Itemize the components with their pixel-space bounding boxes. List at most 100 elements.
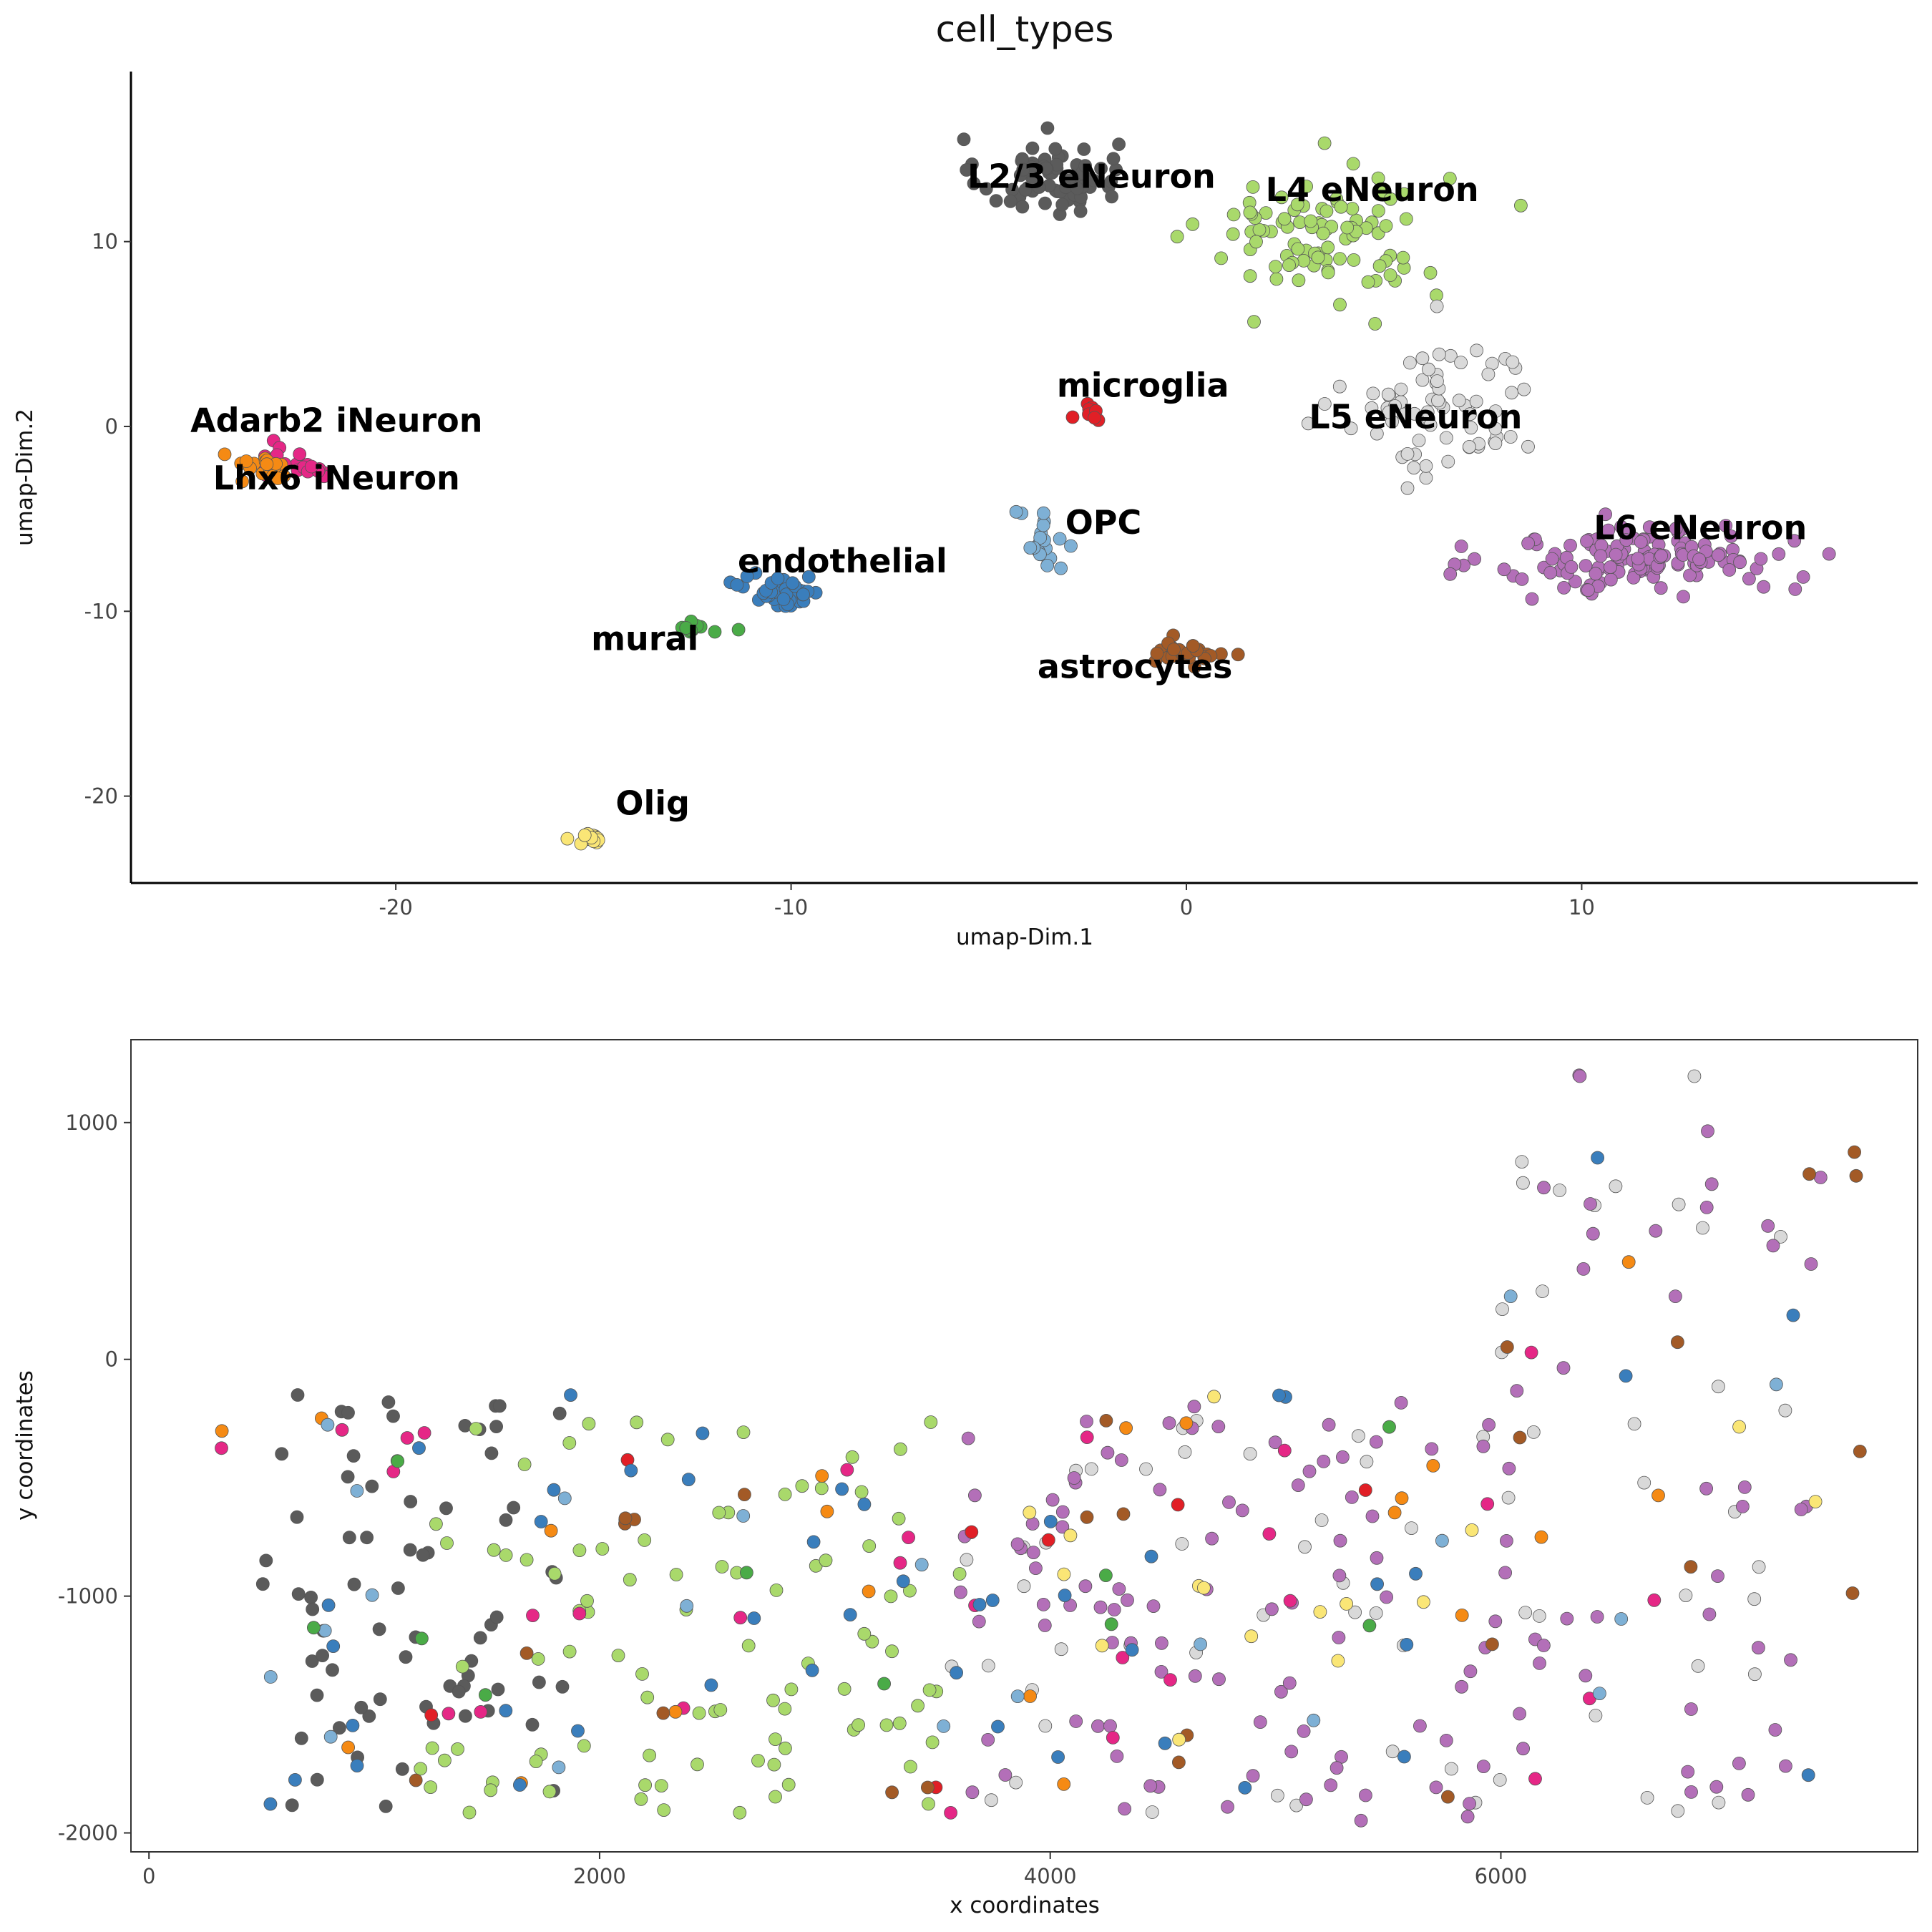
umap-point — [1481, 367, 1496, 381]
spatial-point — [1067, 1471, 1081, 1485]
spatial-point — [1463, 1664, 1478, 1679]
umap-point — [1488, 421, 1503, 436]
spatial-point — [1106, 1730, 1120, 1745]
spatial-point — [525, 1717, 540, 1732]
umap-x-tick-label: 0 — [1180, 895, 1193, 919]
spatial-point — [954, 1585, 967, 1599]
spatial-point — [885, 1785, 899, 1800]
spatial-point — [1058, 1589, 1072, 1603]
umap-point — [1419, 471, 1433, 485]
umap-point — [1370, 426, 1384, 441]
spatial-point — [531, 1652, 545, 1666]
umap-point — [1407, 461, 1421, 475]
umap-point — [1634, 535, 1648, 549]
umap-point — [1078, 159, 1092, 173]
umap-point — [1346, 157, 1360, 171]
umap-point — [1719, 519, 1733, 532]
spatial-point — [1536, 1284, 1550, 1298]
spatial-point — [1238, 1780, 1252, 1795]
spatial-point — [1010, 1689, 1025, 1704]
spatial-point — [950, 1666, 963, 1680]
spatial-point — [1524, 1345, 1538, 1360]
spatial-point — [1091, 1719, 1105, 1733]
umap-point — [1249, 235, 1263, 249]
umap-point — [1513, 198, 1528, 213]
spatial-point — [1340, 1596, 1353, 1611]
spatial-point — [1322, 1418, 1336, 1432]
umap-point — [1316, 226, 1330, 240]
umap-point — [1104, 175, 1118, 188]
spatial-point — [451, 1742, 464, 1756]
spatial-point — [1774, 1230, 1787, 1244]
spatial-point — [1385, 1745, 1400, 1759]
spatial-point — [1711, 1380, 1725, 1394]
spatial-point — [1211, 1420, 1226, 1433]
spatial-point — [1513, 1707, 1527, 1721]
spatial-point — [1110, 1749, 1124, 1763]
spatial-point — [1802, 1167, 1817, 1181]
spatial-point — [1194, 1637, 1207, 1652]
spatial-point — [1262, 1527, 1277, 1541]
spatial-point — [335, 1423, 349, 1437]
spatial-point — [1084, 1462, 1098, 1476]
umap-point — [1394, 382, 1408, 396]
umap-point — [957, 132, 971, 147]
spatial-point — [474, 1704, 488, 1719]
spatial-point — [911, 1699, 924, 1713]
spatial-point — [1119, 1421, 1133, 1435]
spatial-point — [1741, 1787, 1755, 1802]
umap-point — [218, 447, 232, 462]
spatial-point — [733, 1611, 748, 1625]
spatial-point — [630, 1415, 644, 1430]
spatial-point — [285, 1798, 299, 1813]
spatial-point — [1576, 1262, 1591, 1276]
spatial-point — [1482, 1418, 1496, 1432]
spatial-point — [1330, 1761, 1344, 1775]
spatial-point — [1553, 1184, 1567, 1197]
umap-point — [1420, 405, 1435, 419]
spatial-point — [291, 1587, 306, 1601]
spatial-point — [1017, 1579, 1031, 1594]
umap-point — [1065, 410, 1080, 424]
umap-point — [1515, 572, 1529, 586]
umap-point — [1581, 583, 1595, 597]
umap-point — [1077, 142, 1091, 156]
spatial-point — [1488, 1614, 1503, 1629]
spatial-point — [595, 1542, 610, 1556]
spatial-point — [896, 1574, 910, 1589]
umap-point — [1505, 386, 1519, 400]
spatial-point — [1010, 1537, 1025, 1551]
spatial-point — [305, 1654, 319, 1668]
spatial-point — [479, 1688, 492, 1702]
umap-point — [1040, 559, 1054, 572]
spatial-point — [1536, 1639, 1551, 1652]
spatial-point — [778, 1702, 792, 1716]
spatial-point — [1845, 1586, 1860, 1600]
spatial-point — [751, 1754, 765, 1768]
umap-point — [1382, 405, 1396, 419]
umap-point — [1009, 504, 1023, 519]
spatial-point — [862, 1584, 876, 1599]
spatial-point — [965, 1785, 980, 1800]
spatial-point — [492, 1399, 507, 1413]
spatial-point — [1737, 1480, 1752, 1494]
spatial-point — [741, 1639, 756, 1653]
spatial-point — [452, 1684, 466, 1699]
spatial-point — [1380, 1590, 1393, 1604]
umap-point — [270, 472, 285, 485]
spatial-point — [473, 1631, 487, 1645]
spatial-point — [572, 1543, 587, 1558]
spatial-point — [1078, 1579, 1093, 1594]
umap-point — [1452, 394, 1466, 408]
umap-point — [1722, 563, 1737, 577]
spatial-point — [459, 1709, 472, 1723]
spatial-point — [1502, 1461, 1516, 1475]
umap-point — [1430, 374, 1444, 388]
spatial-point — [925, 1735, 940, 1750]
spatial-point — [691, 1757, 704, 1772]
spatial-point — [1103, 1719, 1117, 1733]
spatial-point — [1289, 1798, 1304, 1813]
spatial-point — [1766, 1239, 1780, 1253]
spatial-point — [903, 1584, 917, 1598]
spatial-point — [1158, 1736, 1172, 1750]
